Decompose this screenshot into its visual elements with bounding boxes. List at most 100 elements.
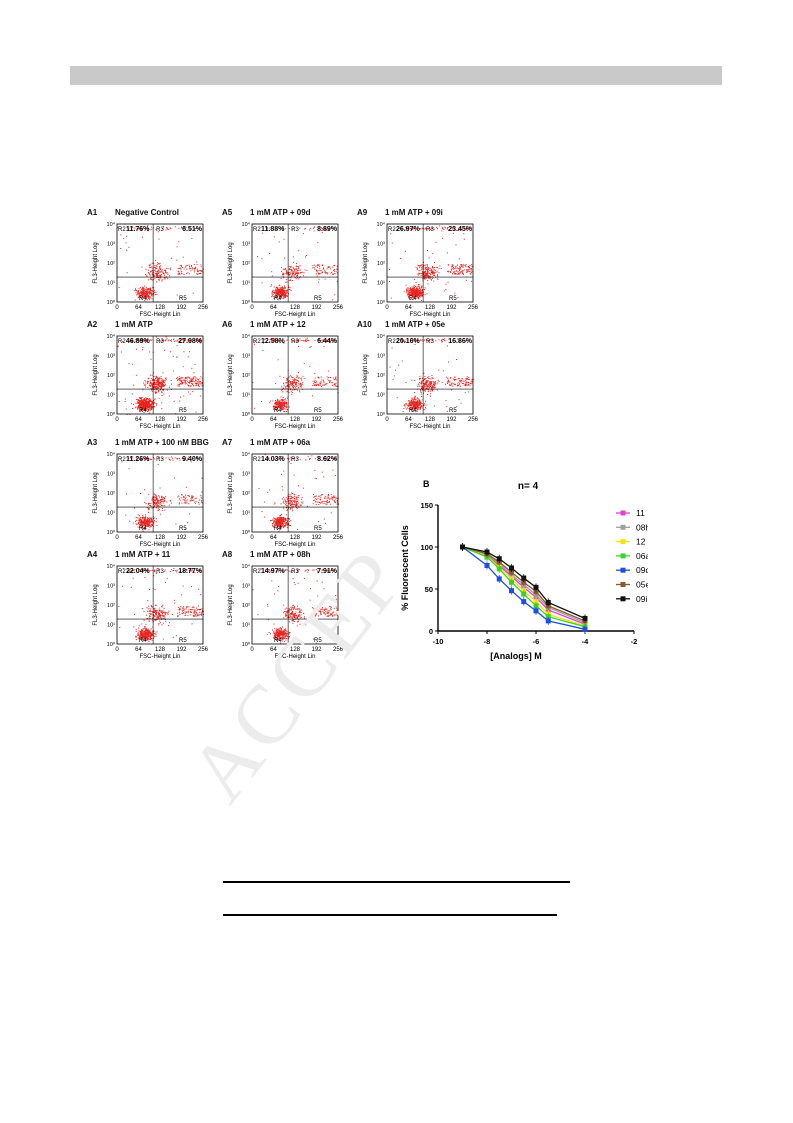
panel-id: A5 xyxy=(222,208,233,217)
y-tick-label: 10¹ xyxy=(242,393,250,399)
y-axis-label: % Fluorescent Cells xyxy=(400,525,410,611)
x-tick-label: 192 xyxy=(311,535,322,541)
y-axis-label: FL3-Height Log xyxy=(228,584,234,625)
region-label-r5: R5 xyxy=(449,408,457,414)
y-tick-label: 50 xyxy=(425,585,433,594)
x-tick-label: 128 xyxy=(425,305,436,311)
x-axis-label: FSC-Height Lin xyxy=(139,312,180,318)
x-axis-label: FSC-Height Lin xyxy=(139,654,180,660)
x-tick-label: 192 xyxy=(446,417,457,423)
r3-percent: 7.91% xyxy=(317,568,338,575)
plot-frame xyxy=(251,565,339,645)
r2-percent: 22.04% xyxy=(126,568,151,575)
y-axis-label: FL3-Height Log xyxy=(228,354,234,395)
x-tick-label: 192 xyxy=(176,647,187,653)
panel-id: A1 xyxy=(87,208,98,217)
region-label-r3: R3 xyxy=(291,569,299,575)
y-tick-label: 10⁴ xyxy=(242,221,251,228)
y-tick-label: 10⁰ xyxy=(377,299,386,306)
x-tick-label: -2 xyxy=(631,637,638,646)
region-label-r2: R2 xyxy=(253,227,261,233)
r3-percent: 27.98% xyxy=(178,338,203,345)
x-tick-label: 256 xyxy=(333,305,344,311)
y-tick-label: 10³ xyxy=(107,584,115,590)
data-point xyxy=(509,565,514,571)
y-axis-label: FL3-Height Log xyxy=(93,584,99,625)
region-label-r5: R5 xyxy=(179,526,187,532)
region-label-r5: R5 xyxy=(449,296,457,302)
y-tick-label: 10³ xyxy=(107,472,115,478)
panel-title: 1 mM ATP + 09i xyxy=(385,208,443,217)
region-label-r5: R5 xyxy=(314,526,322,532)
y-tick-label: 10² xyxy=(107,373,115,379)
data-point xyxy=(582,626,588,632)
panel-title: 1 mM ATP + 06a xyxy=(250,438,311,447)
x-tick-label: 256 xyxy=(198,647,209,653)
region-label-r3: R3 xyxy=(291,227,299,233)
data-point xyxy=(533,603,539,609)
event-dots xyxy=(389,338,474,412)
panel-title: 1 mM ATP + 09d xyxy=(250,208,311,217)
y-tick-label: 10⁰ xyxy=(107,641,116,648)
plot-frame xyxy=(251,453,339,533)
y-tick-label: 10² xyxy=(377,261,385,267)
legend-marker xyxy=(620,539,626,545)
y-tick-label: 10¹ xyxy=(242,623,250,629)
region-label-r2: R2 xyxy=(118,339,126,345)
data-point xyxy=(509,588,514,594)
flow-panel-a5: A5 1 mM ATP + 09d R2 11.88% R3 8.89% R4 R5 0 64 12… xyxy=(222,208,344,320)
y-tick-label: 10⁴ xyxy=(242,451,251,458)
data-point xyxy=(496,556,502,562)
region-label-r2: R2 xyxy=(253,569,261,575)
event-dots xyxy=(117,225,204,303)
region-label-r3: R3 xyxy=(156,569,164,575)
x-tick-label: 256 xyxy=(198,305,209,311)
legend-item-06a: 06a xyxy=(616,551,648,561)
region-label-r4: R4 xyxy=(274,638,282,644)
y-tick-label: 10⁴ xyxy=(377,333,386,340)
panel-id: A9 xyxy=(357,208,368,217)
region-label-r4: R4 xyxy=(274,296,282,302)
x-axis-label: FSC-Height Lin xyxy=(274,654,315,660)
x-tick-label: 192 xyxy=(176,305,187,311)
data-point xyxy=(484,549,490,555)
panel-id: A6 xyxy=(222,320,233,329)
x-tick-label: 192 xyxy=(446,305,457,311)
legend-item-09i: 09i xyxy=(616,594,647,604)
x-tick-label: 0 xyxy=(250,417,254,423)
y-tick-label: 0 xyxy=(429,627,433,636)
region-label-r3: R3 xyxy=(426,339,434,345)
x-tick-label: 256 xyxy=(333,535,344,541)
x-tick-label: 128 xyxy=(155,305,166,311)
region-label-r2: R2 xyxy=(118,227,126,233)
flow-panel-a3: A3 1 mM ATP + 100 nM BBG R2 11.26% R3 9.40% R4… xyxy=(87,438,209,550)
x-axis-label: FSC-Height Lin xyxy=(274,424,315,430)
y-tick-label: 10³ xyxy=(242,584,250,590)
x-tick-label: 0 xyxy=(115,647,119,653)
y-axis-label: FL3-Height Log xyxy=(93,242,99,283)
legend-marker xyxy=(620,553,626,559)
event-dots xyxy=(252,337,339,413)
y-tick-label: 10⁴ xyxy=(107,221,116,228)
y-tick-label: 10¹ xyxy=(242,511,250,517)
legend-item-08h: 08h xyxy=(616,522,648,532)
x-tick-label: 64 xyxy=(405,305,412,311)
y-tick-label: 10³ xyxy=(242,242,250,248)
data-point xyxy=(484,562,490,568)
x-tick-label: 128 xyxy=(155,647,166,653)
panel-title: 1 mM ATP + 05e xyxy=(385,320,446,329)
y-tick-label: 10¹ xyxy=(107,511,115,517)
panel-id: A3 xyxy=(87,438,98,447)
data-point xyxy=(521,579,527,585)
r3-percent: 8.62% xyxy=(317,456,338,463)
x-tick-label: 256 xyxy=(468,305,479,311)
legend-label: 08h xyxy=(636,522,648,532)
panel-id: A10 xyxy=(357,320,372,329)
underline-rule-2 xyxy=(223,914,557,916)
y-tick-label: 10² xyxy=(242,603,250,609)
y-tick-label: 10⁰ xyxy=(242,411,251,418)
y-tick-label: 10² xyxy=(107,261,115,267)
r3-percent: 8.89% xyxy=(317,226,338,233)
flow-panel-a7: A7 1 mM ATP + 06a R2 14.03% R3 8.62% R4 R5 0 64 12… xyxy=(222,438,344,550)
region-label-r5: R5 xyxy=(179,296,187,302)
